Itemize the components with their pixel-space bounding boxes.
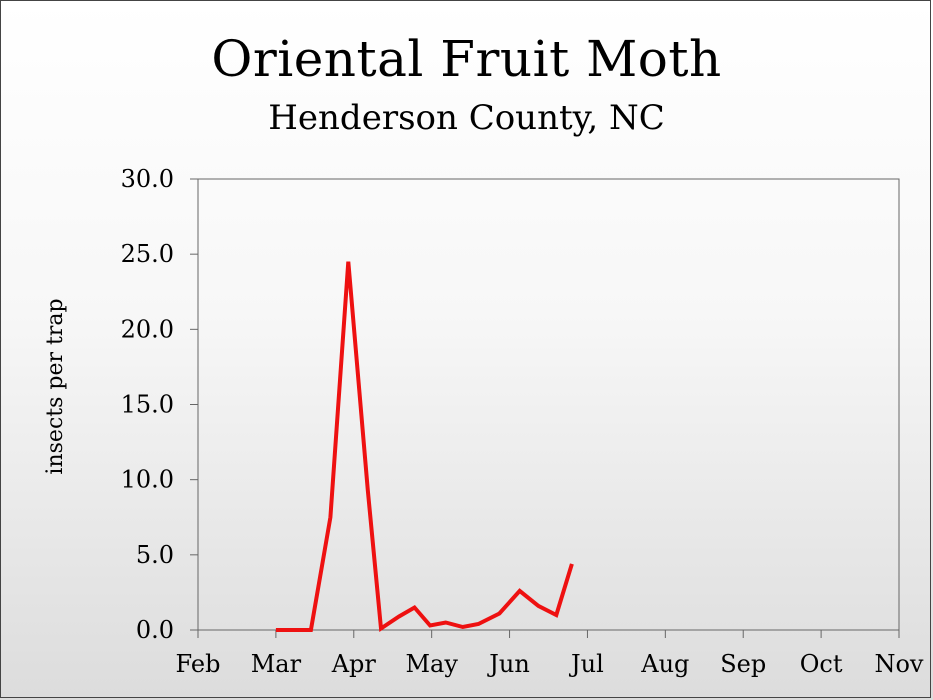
plot-area <box>197 178 900 631</box>
y-tick-label: 15.0 <box>121 391 174 419</box>
y-axis-label: insects per trap <box>43 298 68 474</box>
y-tick-label: 20.0 <box>121 315 174 343</box>
series-layer <box>275 261 574 633</box>
x-tick-label-aug: Aug <box>640 650 689 678</box>
y-tick-label: 30.0 <box>121 165 174 193</box>
y-tick-label: 25.0 <box>121 240 174 268</box>
chart-subtitle: Henderson County, NC <box>268 98 665 138</box>
x-tick-label-jun: Jun <box>486 650 530 678</box>
y-axis: 0.0 5.0 10.0 15.0 20.0 25.0 30.0 <box>121 165 198 644</box>
series-line-0 <box>275 261 574 633</box>
y-tick-label: 0.0 <box>136 616 174 644</box>
x-tick-label-apr: Apr <box>331 650 377 678</box>
y-tick-label: 10.0 <box>121 466 174 494</box>
x-tick-label-nov: Nov <box>874 650 923 678</box>
x-axis: Feb Mar Apr May Jun Jul Aug Sep Oct Nov <box>176 630 924 678</box>
x-tick-label-mar: Mar <box>251 650 302 678</box>
chart-title: Oriental Fruit Moth <box>211 30 722 88</box>
y-tick-label: 5.0 <box>136 541 174 569</box>
x-tick-label-may: May <box>405 650 458 678</box>
x-tick-label-sep: Sep <box>720 650 766 678</box>
x-tick-label-jul: Jul <box>568 650 604 678</box>
x-tick-label-feb: Feb <box>176 650 221 678</box>
x-tick-label-oct: Oct <box>800 650 843 678</box>
